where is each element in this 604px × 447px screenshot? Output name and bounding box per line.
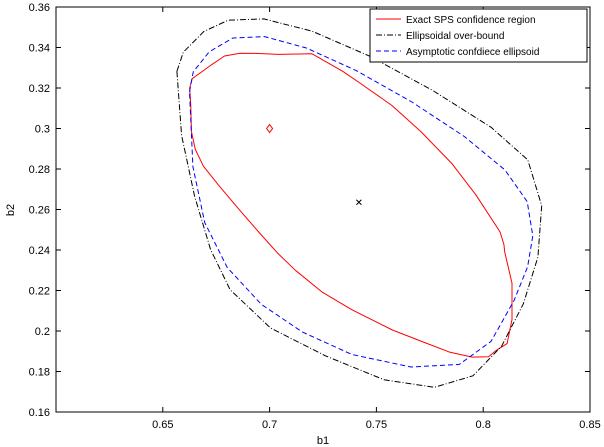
x-tick-label: 0.65 [152,419,173,431]
tick-layer: 0.65 0.7 0.75 0.8 0.85 0.16 0.18 0.2 0.22 0.24 0.2… [29,2,601,431]
y-tick-label: 0.28 [29,164,50,176]
legend-label-asymptotic: Asymptotic confdiece ellipsoid [406,47,539,58]
y-tick-label: 0.2 [35,326,50,338]
y-axis-label: b2 [5,204,17,216]
legend-label-exact: Exact SPS confidence region [406,15,536,26]
series-asymptotic-ellipsoid [189,36,534,368]
marker-layer [265,123,362,206]
x-axis-label: b1 [317,435,329,447]
x-tick-label: 0.75 [366,419,387,431]
x-tick-label: 0.85 [579,419,600,431]
y-tick-label: 0.36 [29,2,50,14]
plot-area [55,6,591,413]
x-tick-label: 0.7 [262,419,277,431]
estimate-cross-marker [356,199,362,206]
y-tick-label: 0.16 [29,407,50,419]
legend-label-overbound: Ellipsoidal over-bound [406,31,504,42]
y-tick-label: 0.26 [29,205,50,217]
true-parameter-diamond-marker [265,123,274,134]
x-tick-label: 0.8 [476,419,491,431]
y-tick-label: 0.24 [29,245,50,257]
legend-box [369,8,588,63]
y-tick-label: 0.34 [29,43,50,55]
y-tick-label: 0.32 [29,83,50,95]
y-tick-label: 0.18 [29,367,50,379]
series-exact-sps-region [189,52,513,358]
series-layer [176,18,543,388]
legend: Exact SPS confidence region Ellipsoidal … [369,8,588,63]
y-tick-label: 0.3 [35,124,50,136]
y-tick-label: 0.22 [29,286,50,298]
